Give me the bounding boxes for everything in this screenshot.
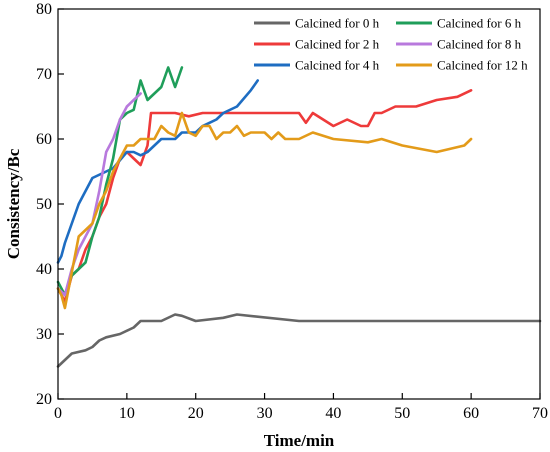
legend-label-1: Calcined for 2 h [295,37,380,52]
y-tick-label: 80 [36,1,52,18]
series-line-2 [56,79,259,264]
legend-label-3: Calcined for 6 h [437,16,522,31]
y-axis-title: Consistency/Bc [4,148,23,259]
legend: Calcined for 0 h Calcined for 2 h Calcined… [254,16,528,73]
series-line-5 [56,111,473,310]
y-tick-label: 40 [36,261,52,278]
y-tick-label: 30 [36,326,52,343]
x-tick-label: 40 [325,405,341,422]
x-tick-label: 70 [532,405,548,422]
x-tick-label: 20 [188,405,204,422]
x-axis-title: Time/min [264,431,335,450]
series-line-0 [56,313,542,368]
x-tick-label: 10 [119,405,135,422]
x-tick-label: 60 [463,405,479,422]
series-line-3 [56,66,184,297]
ticks-layer: 0 10 20 30 40 50 60 70 20 30 40 50 60 70 80 [36,1,548,422]
plot-area [58,9,540,399]
y-tick-label: 60 [36,131,52,148]
y-tick-label: 20 [36,391,52,408]
y-tick-label: 70 [36,66,52,83]
legend-label-5: Calcined for 12 h [437,58,528,73]
x-tick-label: 0 [54,405,62,422]
x-tick-label: 30 [257,405,273,422]
legend-label-4: Calcined for 8 h [437,37,522,52]
x-tick-label: 50 [394,405,410,422]
series-layer [56,66,542,368]
legend-label-0: Calcined for 0 h [295,16,380,31]
y-tick-label: 50 [36,196,52,213]
legend-label-2: Calcined for 4 h [295,58,380,73]
